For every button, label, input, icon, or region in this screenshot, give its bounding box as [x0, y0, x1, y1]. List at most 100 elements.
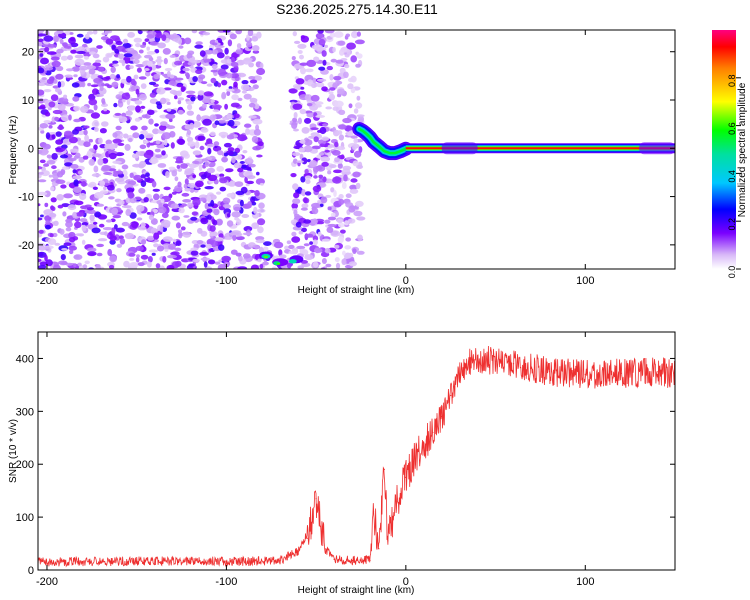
noise-speckle	[322, 123, 329, 127]
noise-speckle	[129, 212, 137, 219]
noise-speckle	[238, 255, 243, 262]
noise-speckle	[165, 113, 176, 120]
noise-speckle	[324, 30, 335, 34]
noise-speckle	[257, 226, 264, 234]
noise-speckle	[342, 117, 352, 124]
noise-speckle	[81, 224, 87, 232]
noise-speckle	[166, 264, 175, 269]
noise-speckle	[71, 82, 80, 88]
noise-speckle	[311, 207, 319, 215]
noise-speckle	[68, 245, 77, 251]
noise-speckle	[136, 204, 145, 212]
noise-speckle	[43, 163, 50, 167]
noise-speckle	[299, 62, 308, 66]
noise-speckle	[149, 41, 160, 46]
noise-speckle	[304, 117, 312, 124]
noise-speckle	[88, 68, 96, 75]
noise-speckle	[138, 49, 144, 54]
noise-speckle	[147, 255, 153, 263]
noise-speckle	[216, 52, 225, 59]
noise-speckle	[124, 232, 134, 240]
snr-y-label: SNR (10 * v/v)	[8, 419, 19, 483]
noise-speckle	[343, 174, 348, 182]
noise-speckle	[316, 221, 325, 225]
noise-speckle	[305, 68, 314, 73]
noise-speckle	[148, 249, 158, 253]
noise-speckle	[114, 112, 122, 116]
noise-speckle	[69, 148, 79, 153]
noise-speckle	[341, 258, 347, 266]
noise-speckle	[233, 134, 238, 138]
noise-speckle	[231, 211, 241, 218]
noise-speckle	[168, 166, 176, 170]
noise-speckle	[63, 193, 73, 199]
noise-speckle	[116, 170, 124, 175]
noise-speckle	[91, 227, 101, 234]
noise-speckle	[73, 200, 84, 206]
noise-speckle	[153, 232, 160, 240]
noise-speckle	[217, 68, 227, 76]
noise-speckle	[327, 223, 337, 228]
noise-speckle	[123, 260, 130, 268]
noise-speckle	[146, 60, 153, 67]
noise-speckle	[293, 112, 298, 119]
noise-speckle	[243, 93, 252, 100]
noise-speckle	[301, 126, 310, 134]
noise-speckle	[327, 144, 336, 148]
noise-speckle	[333, 169, 343, 174]
noise-speckle	[38, 252, 44, 257]
noise-speckle	[58, 97, 69, 105]
noise-speckle	[117, 53, 125, 60]
noise-speckle	[45, 224, 51, 230]
noise-speckle	[279, 254, 287, 259]
noise-speckle	[311, 218, 318, 225]
noise-speckle	[169, 54, 176, 58]
noise-speckle	[147, 261, 152, 268]
noise-speckle	[117, 99, 123, 104]
noise-speckle	[43, 35, 54, 42]
noise-speckle	[55, 131, 62, 137]
noise-speckle	[38, 245, 47, 251]
noise-speckle	[204, 161, 210, 167]
noise-speckle	[330, 58, 337, 63]
noise-speckle	[229, 232, 240, 236]
noise-speckle	[115, 125, 122, 131]
noise-speckle	[39, 148, 49, 156]
noise-speckle	[194, 141, 200, 149]
noise-speckle	[218, 244, 225, 251]
noise-speckle	[201, 158, 209, 162]
noise-speckle	[356, 31, 361, 37]
noise-speckle	[87, 82, 92, 87]
noise-speckle	[56, 171, 64, 178]
noise-speckle	[97, 75, 103, 79]
noise-speckle	[192, 174, 197, 179]
noise-speckle	[209, 131, 216, 137]
noise-speckle	[100, 36, 109, 41]
noise-speckle	[128, 137, 133, 143]
noise-speckle	[47, 107, 52, 111]
noise-speckle	[326, 65, 333, 71]
heatmap-y-ticks: -20 -10 0 10 20	[18, 47, 675, 252]
noise-speckle	[218, 233, 224, 239]
noise-speckle	[93, 165, 99, 173]
colorbar-tick-label: 0.4	[727, 170, 737, 183]
noise-speckle	[210, 199, 215, 207]
noise-speckle	[211, 104, 222, 110]
noise-speckle	[79, 193, 87, 200]
noise-speckle	[348, 103, 353, 109]
noise-speckle	[38, 149, 43, 155]
noise-speckle	[246, 175, 256, 180]
noise-speckle	[184, 37, 192, 45]
noise-speckle	[88, 158, 95, 166]
snr-data-point	[656, 371, 658, 373]
snr-data-point	[441, 416, 443, 418]
noise-speckle	[117, 142, 125, 146]
noise-speckle	[241, 90, 247, 94]
noise-speckle	[210, 99, 215, 103]
noise-speckle	[67, 204, 77, 211]
noise-speckle	[336, 130, 343, 135]
noise-speckle	[116, 74, 120, 79]
colorbar-label: Normalized spectral amplitude	[737, 82, 748, 217]
noise-speckle	[138, 134, 145, 140]
